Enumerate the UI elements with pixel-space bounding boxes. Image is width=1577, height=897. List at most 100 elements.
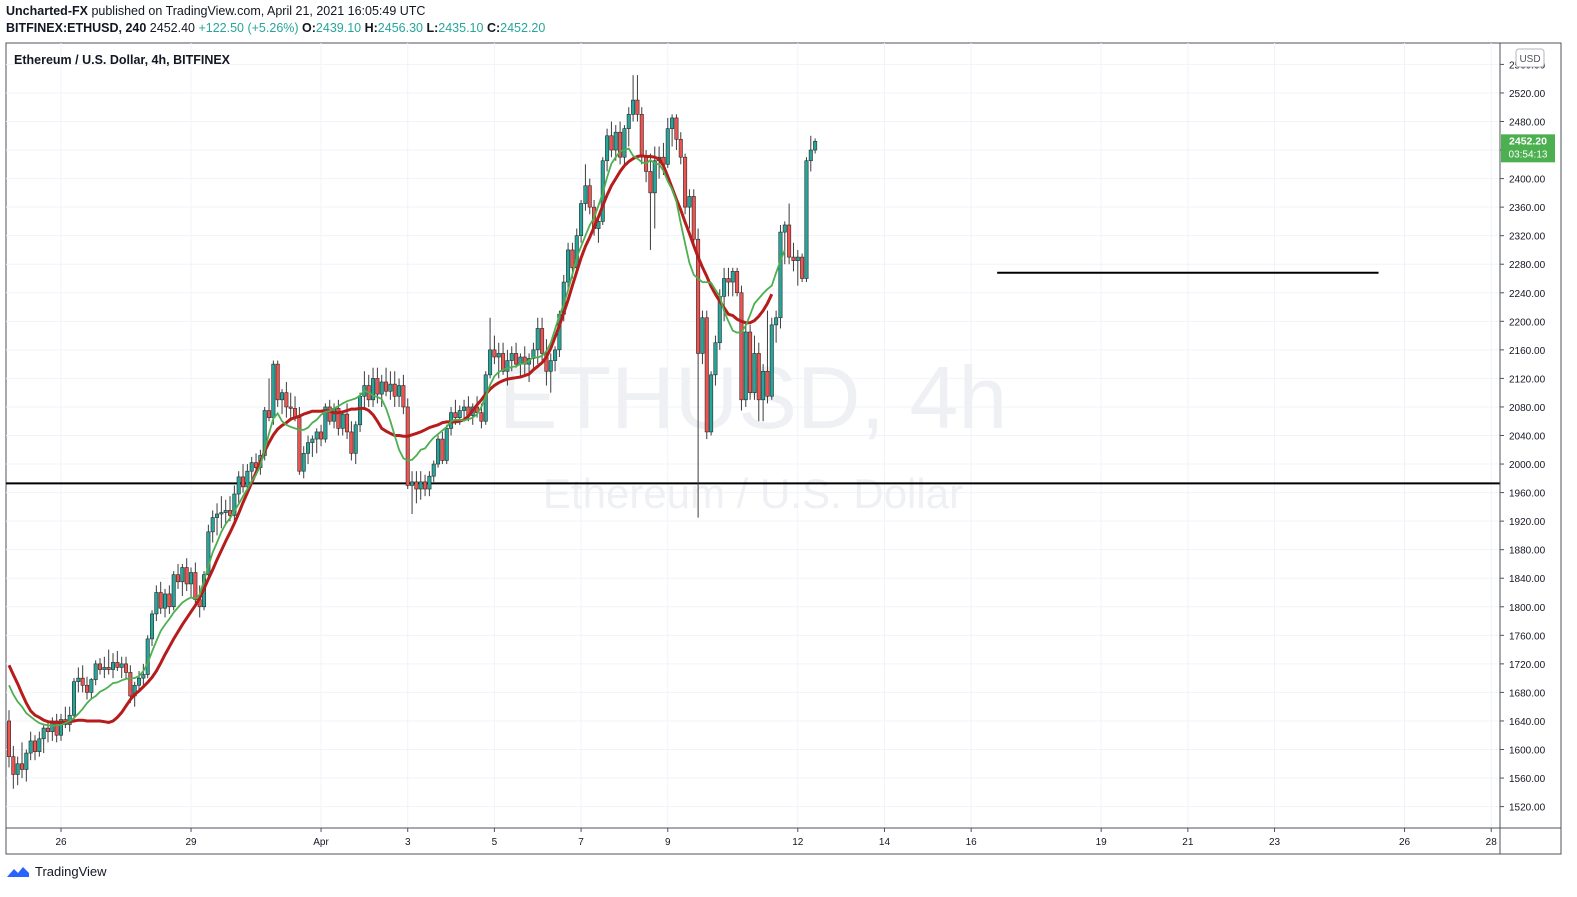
candle-bullish [24,749,29,782]
price-tick-label: 1920.00 [1509,517,1546,528]
candle-body [687,196,692,208]
candle-body [236,476,241,495]
candle-bullish [189,567,194,599]
candle-bullish [111,653,116,679]
candle-bullish [652,146,657,229]
candle-body [553,349,558,361]
candle-body [219,512,224,515]
candle-body [509,353,514,361]
tradingview-footer[interactable]: TradingView [6,864,107,879]
price-tick-label: 1760.00 [1509,631,1546,642]
candle-body [804,160,809,279]
candle-bullish [778,224,783,329]
price-tick-label: 1960.00 [1509,489,1546,500]
candle-body [635,99,640,115]
horizontal-levels[interactable] [6,271,1500,485]
candle-body [440,438,445,461]
candle-bullish [314,428,319,454]
candle-bearish [492,335,497,365]
price-tick-label: 1520.00 [1509,803,1546,814]
candle-bearish [514,342,519,368]
price-axis[interactable]: 1520.00 1560.00 1600.00 1640.00 1680.00 1720.… [1500,60,1546,814]
candle-bearish [765,310,770,404]
publisher-name[interactable]: Uncharted-FX [6,4,88,18]
candle-bullish [219,496,224,529]
candle-body [137,677,142,686]
chart-title: Ethereum / U.S. Dollar, 4h, BITFINEX [14,53,231,67]
candle-bullish [150,610,155,647]
candle-bearish [124,656,129,679]
candle-body [98,663,103,670]
price-tick-label: 2120.00 [1509,374,1546,385]
high-label: H: [364,21,378,35]
candles [7,75,818,789]
candle-body [492,349,497,358]
candle-bullish [154,585,159,622]
candle-body [215,513,220,518]
candle-bearish [85,676,90,700]
time-tick-label: 16 [966,837,978,848]
candle-bearish [401,374,406,415]
chart-frame [5,42,1562,855]
candle-body [223,510,228,513]
candle-body [488,349,493,376]
candle-body [405,406,410,486]
candle-body [626,114,631,129]
time-axis[interactable]: 26 29 Apr 3 5 7 9 12 14 16 19 21 23 26 28 [55,828,1497,848]
candle-body [379,381,384,395]
candle-body [310,438,315,443]
currency-badge[interactable] [1515,48,1545,68]
candle-bullish [427,471,432,497]
candle-body [570,249,575,269]
candle-bullish [37,731,42,757]
candle-bearish [284,381,289,418]
candle-bearish [618,121,623,165]
candle-bullish [752,335,757,400]
candle-body [795,256,800,261]
candle-body [800,256,805,279]
candle-body [85,684,90,693]
candle-bearish [267,378,272,422]
candle-bearish [392,371,397,407]
candle-bullish [362,371,367,407]
candle-bullish [583,164,588,211]
candle-bullish [418,471,423,500]
candle-body [193,572,198,600]
candle-bearish [7,710,12,768]
watermark-name: Ethereum / U.S. Dollar [543,470,963,517]
candle-body [72,681,77,716]
candle-bearish [414,471,419,504]
candle-bullish [180,563,185,597]
candle-body [618,131,623,158]
candle-bearish [609,121,614,158]
candle-body [769,324,774,397]
candle-body [384,381,389,392]
candle-bullish [102,656,107,679]
candle-bullish [76,667,81,693]
candle-bullish [232,485,237,522]
candle-bearish [241,464,246,493]
candle-body [778,231,783,319]
candle-bullish [444,424,449,465]
candle-body [345,413,350,433]
candle-bullish [72,678,77,721]
candle-body [652,160,657,194]
candle-bullish [431,460,436,482]
candle-body [28,740,33,754]
candle-bearish [787,203,792,265]
candle-bearish [11,745,16,789]
candle-body [596,221,601,229]
candle-body [284,392,289,408]
candle-body [462,406,467,411]
candle-bullish [306,435,311,465]
candle-body [20,763,25,770]
candle-bearish [193,562,198,607]
time-tick-label: 5 [492,837,498,848]
published-text: published on TradingView.com, April 21, … [91,4,426,18]
candle-body [323,406,328,440]
candle-bearish [423,474,428,497]
candle-body [158,592,163,609]
candle-bearish [691,189,696,243]
price-tick-label: 2160.00 [1509,346,1546,357]
